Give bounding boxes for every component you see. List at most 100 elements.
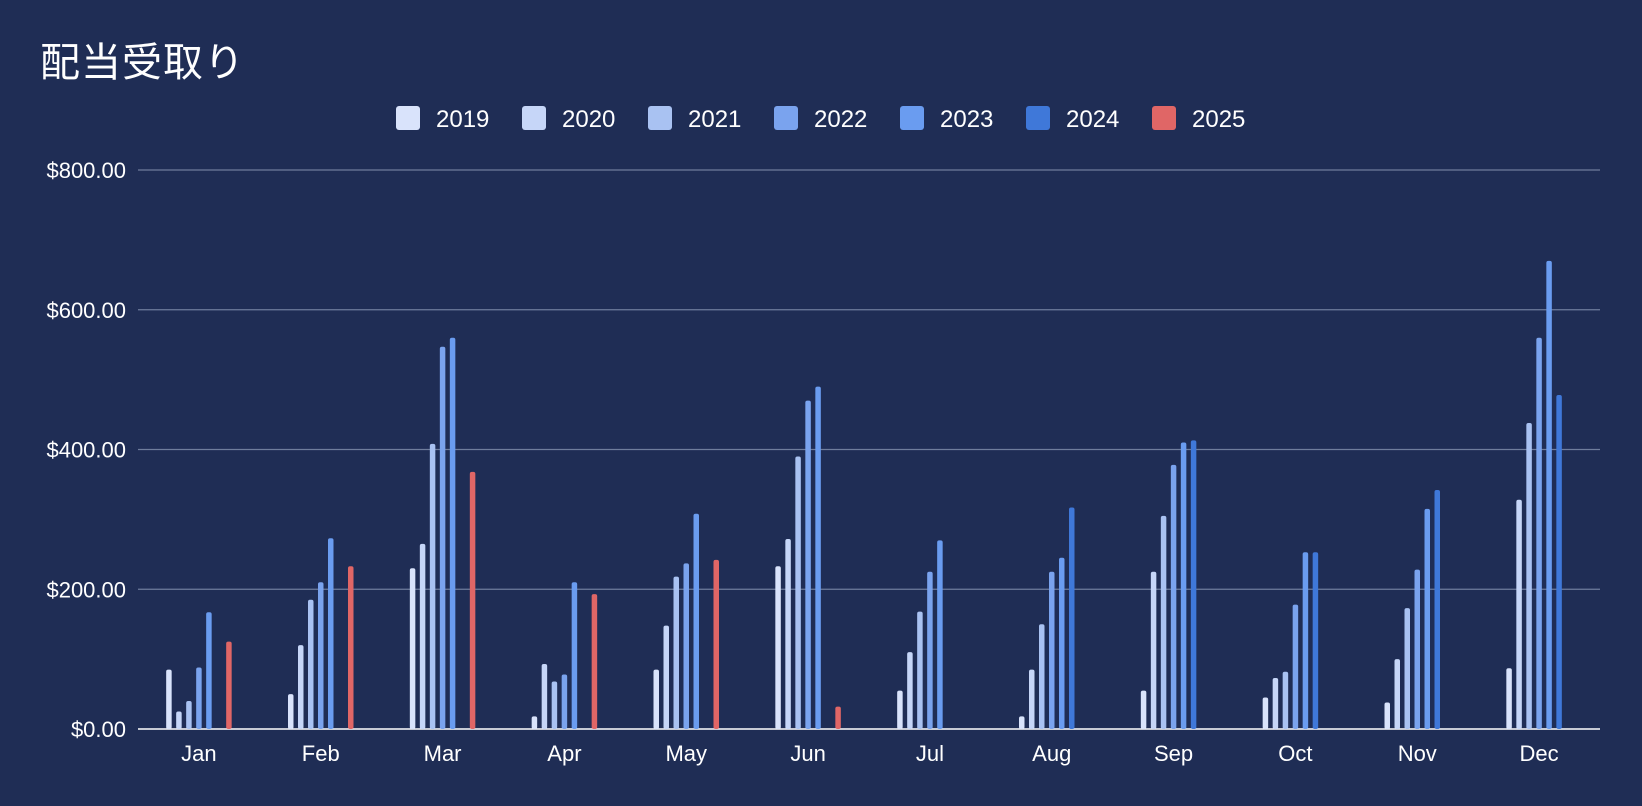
bar-2020-Dec (1516, 499, 1522, 729)
bar-2021-Apr (551, 681, 558, 729)
bar-2021-Feb (308, 599, 314, 729)
bar-2021-Nov (1404, 608, 1410, 729)
bar-2021-Mar (429, 443, 436, 729)
bar-2021-Sep (1160, 515, 1167, 729)
bar-2022-Sep (1170, 464, 1177, 729)
bar-2020-Jun (785, 538, 791, 729)
bar-2020-Jan (176, 711, 182, 729)
x-tick-label: Jan (181, 741, 216, 766)
legend-swatch (396, 106, 420, 130)
x-tick-label: Aug (1032, 741, 1071, 766)
bar-2019-Jul (897, 690, 903, 729)
legend-swatch (522, 106, 546, 130)
y-tick-label: $0.00 (71, 717, 126, 742)
legend-item-2019: 2019 (396, 106, 489, 133)
bar-2023-Nov (1424, 508, 1430, 729)
bar-2023-Feb (328, 538, 334, 729)
legend-item-2023: 2023 (900, 106, 993, 133)
bar-2025-Apr (591, 594, 598, 729)
bar-2025-Jun (835, 706, 841, 729)
bar-2023-May (693, 513, 699, 729)
bar-2023-Sep (1180, 442, 1187, 729)
x-tick-label: Mar (424, 741, 462, 766)
bar-2021-May (673, 576, 679, 729)
x-tick-label: Feb (302, 741, 340, 766)
bar-2022-Jan (196, 667, 202, 729)
legend-item-2020: 2020 (522, 106, 615, 133)
bar-2024-Aug (1069, 507, 1075, 729)
bar-2019-Aug (1019, 716, 1025, 729)
legend-item-2021: 2021 (648, 106, 741, 133)
bar-2022-Oct (1292, 604, 1299, 729)
legend-swatch (1026, 106, 1050, 130)
bar-2023-Jan (206, 612, 212, 729)
bar-2023-Jun (815, 386, 821, 729)
bar-2021-Jun (795, 456, 801, 729)
bar-2020-Feb (298, 645, 304, 729)
bar-2021-Aug (1039, 624, 1045, 729)
bar-2020-Mar (419, 543, 426, 729)
bar-2020-Nov (1394, 659, 1400, 729)
y-tick-label: $600.00 (46, 298, 126, 323)
bar-2024-Oct (1312, 552, 1319, 729)
legend-label: 2019 (436, 106, 489, 133)
y-tick-label: $200.00 (46, 577, 126, 602)
legend-label: 2021 (688, 106, 741, 133)
bar-2019-Feb (288, 694, 294, 729)
bar-2022-Jul (927, 571, 933, 729)
bar-2020-Apr (541, 664, 548, 729)
y-axis-ticks: $0.00 $200.00 $400.00 $600.00 $800.00 (46, 158, 126, 742)
bar-2022-Dec (1536, 337, 1542, 729)
legend-swatch (1152, 106, 1176, 130)
legend-label: 2024 (1066, 106, 1119, 133)
x-tick-label: Oct (1278, 741, 1312, 766)
legend-swatch (648, 106, 672, 130)
bar-2020-Aug (1029, 669, 1035, 729)
bar-2021-Oct (1282, 671, 1289, 729)
bars (166, 260, 1562, 729)
bar-2019-Nov (1384, 702, 1390, 729)
bar-2019-Sep (1140, 690, 1147, 729)
x-axis-ticks: Jan Feb Mar Apr May Jun Jul Aug Sep Oct Nov Dec (181, 741, 1558, 766)
legend-item-2022: 2022 (774, 106, 867, 133)
bar-2025-Jan (226, 641, 232, 729)
bar-2022-May (683, 563, 689, 729)
bar-2019-Dec (1506, 668, 1512, 729)
bar-2022-Jun (805, 400, 811, 729)
legend-swatch (774, 106, 798, 130)
chart-title: 配当受取り (40, 40, 245, 86)
bar-2022-Mar (439, 346, 446, 729)
bar-2023-Oct (1302, 552, 1309, 729)
bar-2024-Nov (1434, 490, 1440, 729)
legend-item-2025: 2025 (1152, 106, 1245, 133)
bar-2024-Dec (1556, 394, 1562, 729)
bar-2019-Jun (775, 566, 781, 729)
bar-2019-Oct (1262, 697, 1269, 729)
bar-2020-Jul (907, 652, 913, 729)
bar-2024-Sep (1190, 440, 1197, 729)
bar-2023-Dec (1546, 260, 1552, 729)
bar-2025-May (713, 559, 719, 729)
bar-2023-Aug (1059, 557, 1065, 729)
bar-2020-May (663, 625, 669, 729)
legend-swatch (900, 106, 924, 130)
bar-2019-Jan (166, 669, 172, 729)
bar-2019-May (653, 669, 659, 729)
bar-2020-Oct (1272, 677, 1279, 729)
legend-label: 2022 (814, 106, 867, 133)
legend: 2019 2020 2021 2022 2023 2024 2025 (396, 106, 1245, 133)
bar-2021-Jan (186, 701, 192, 729)
bar-2020-Sep (1150, 571, 1157, 729)
x-tick-label: Jul (916, 741, 944, 766)
bar-2025-Mar (469, 471, 476, 729)
legend-label: 2020 (562, 106, 615, 133)
bar-2023-Mar (449, 337, 456, 729)
x-tick-label: Sep (1154, 741, 1193, 766)
gridlines (138, 169, 1600, 730)
bar-2022-Aug (1049, 571, 1055, 729)
bar-2021-Jul (917, 611, 923, 729)
legend-label: 2025 (1192, 106, 1245, 133)
bar-2022-Apr (561, 674, 568, 729)
x-tick-label: Dec (1520, 741, 1559, 766)
